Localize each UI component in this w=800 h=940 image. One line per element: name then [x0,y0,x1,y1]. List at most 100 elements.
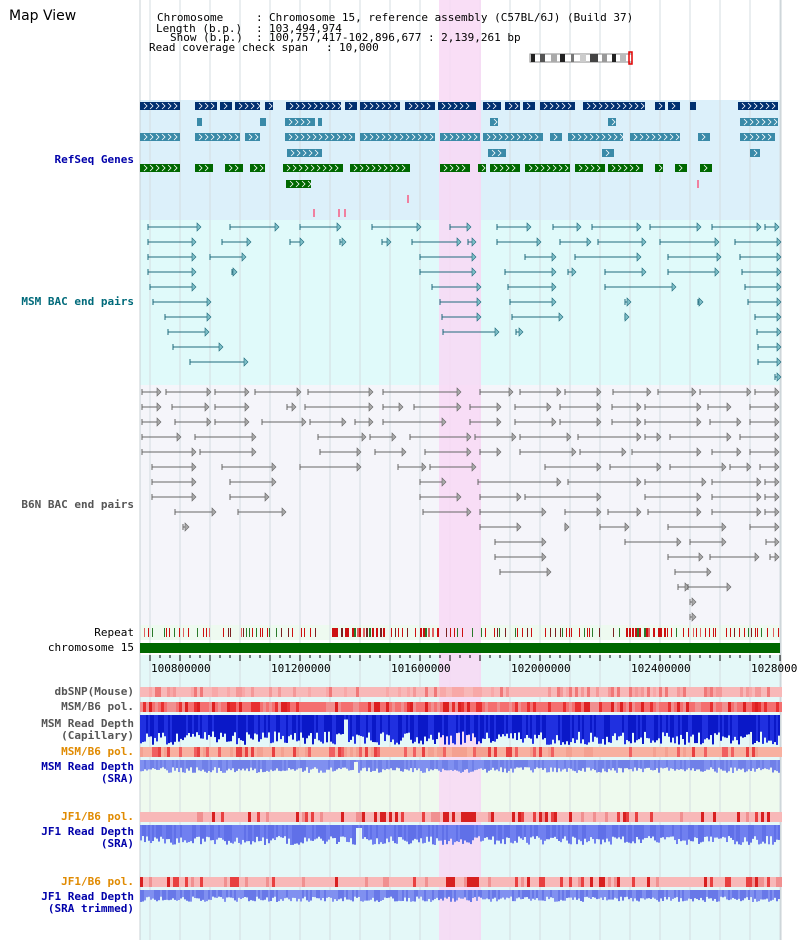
msm-depth-sra-bar [188,760,190,771]
repeat-element [269,628,270,637]
msm-depth-capillary-bar [352,715,354,737]
msm-depth-sra-bar [354,760,356,762]
msm-pol2-cell [599,747,602,757]
dbsnp-cell [356,687,359,697]
jf1-pol2-cell [740,877,743,887]
gene-strand-arrow [773,118,778,126]
msm-depth-sra-bar [416,760,418,771]
jf1-depth-trimmed-bar [462,890,464,899]
jf1-pol-cell [467,812,470,822]
msm-pol-cell [140,702,143,712]
msm-pol-cell [545,702,548,712]
gene-strand-arrow [325,102,330,110]
msm-depth-sra-bar [490,760,492,770]
repeat-element [395,628,396,637]
track-label-msm-bac[interactable]: MSM BAC end pairs [21,295,134,308]
msm-depth-capillary-bar [366,715,368,738]
msm-depth-sra-bar [590,760,592,771]
msm-pol2-cell [635,747,638,757]
dbsnp-cell [185,687,188,697]
jf1-depth-trimmed-bar [232,890,234,899]
track-label-b6n-bac[interactable]: B6N BAC end pairs [21,498,134,511]
repeat-element [522,628,523,637]
gene-strand-arrow [658,102,663,110]
axis-tick-label: 101200000 [271,662,331,675]
msm-depth-sra-bar [568,760,570,769]
jf1-depth-trimmed-bar [410,890,412,902]
msm-depth-sra-bar [222,760,224,773]
msm-depth-sra-bar [728,760,730,772]
msm-pol2-cell [269,747,272,757]
dbsnp-cell [413,687,416,697]
dbsnp-cell [494,687,497,697]
msm-depth-capillary-bar [736,715,738,741]
jf1-depth-sra-bar [586,825,588,843]
gene-strand-arrow [250,102,255,110]
dbsnp-cell [437,687,440,697]
msm-depth-capillary-bar [166,715,168,745]
jf1-pol2-cell [722,877,725,887]
msm-pol2-cell [386,747,389,757]
msm-depth-sra-bar [580,760,582,771]
jf1-pol-cell [650,812,653,822]
bac-pair-end-marker [361,432,367,442]
jf1-depth-trimmed-bar [608,890,610,900]
msm-pol-cell [488,702,491,712]
msm-pol2-cell [362,747,365,757]
msm-pol2-cell [245,747,248,757]
msm-pol2-cell [485,747,488,757]
gene-strand-arrow [304,164,309,172]
jf1-pol2-cell [332,877,335,887]
bac-pair-end-marker [336,222,342,232]
msm-depth-capillary-bar [566,715,568,742]
jf1-depth-trimmed-bar [562,890,564,901]
gene-strand-arrow [377,164,382,172]
jf1-depth-sra-bar [668,825,670,838]
msm-pol-cell [641,702,644,712]
msm-depth-sra-bar [752,760,754,769]
jf1-depth-sra-bar [740,825,742,845]
jf1-pol-cell [449,812,452,822]
msm-pol-cell [167,702,170,712]
jf1-depth-trimmed-bar [438,890,440,901]
jf1-pol-cell [287,812,290,822]
bac-pair-end-marker [776,372,782,382]
msm-pol2-cell [194,747,197,757]
jf1-pol-cell [533,812,536,822]
msm-pol-cell [749,702,752,712]
jf1-pol-cell [728,812,731,822]
jf1-pol-cell [143,812,146,822]
jf1-depth-trimmed-bar [256,890,258,897]
repeat-element [446,628,447,637]
jf1-depth-trimmed-bar [538,890,540,901]
msm-depth-sra-bar [602,760,604,769]
gene-strand-arrow [616,102,621,110]
jf1-depth-trimmed-bar [526,890,528,898]
jf1-pol2-cell [317,877,320,887]
msm-pol2-cell [335,747,338,757]
dbsnp-cell [455,687,458,697]
bac-pair-end-marker [556,477,562,487]
jf1-pol-cell [671,812,674,822]
dbsnp-cell [338,687,341,697]
jf1-depth-sra-bar [470,825,472,845]
jf1-depth-trimmed-bar [204,890,206,902]
jf1-pol2-cell [578,877,581,887]
msm-pol2-cell [218,747,221,757]
bac-pair-end-marker [774,522,780,532]
dbsnp-cell [353,687,356,697]
msm-pol2-cell [461,747,464,757]
jf1-depth-trimmed-bar [300,890,302,902]
jf1-pol-cell [617,812,620,822]
jf1-depth-trimmed-bar [430,890,432,902]
jf1-pol-cell [290,812,293,822]
jf1-pol-cell [407,812,410,822]
msm-depth-capillary-bar [368,715,370,733]
msm-depth-capillary-bar [336,715,338,735]
gene-feature [575,164,605,172]
track-label-msm-pol-1: MSM/B6 pol. [61,700,134,713]
gene-strand-arrow [577,133,582,141]
track-label-refseq[interactable]: RefSeq Genes [54,153,134,166]
